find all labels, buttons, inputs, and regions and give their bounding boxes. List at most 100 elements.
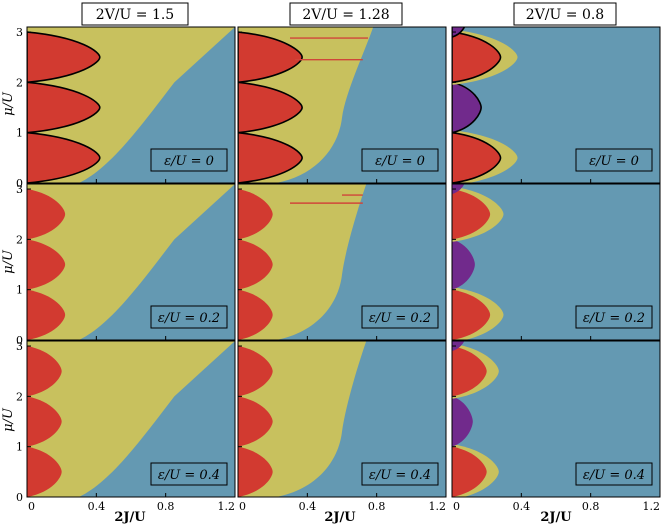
x-tick-label: 1.2 bbox=[643, 500, 661, 513]
epsilon-label: ε/U = 0.2 bbox=[369, 311, 431, 326]
red-lobe-2 bbox=[238, 396, 273, 447]
y-tick-label: 3 bbox=[16, 340, 23, 353]
epsilon-label: ε/U = 0.4 bbox=[583, 468, 645, 483]
yellow-region bbox=[27, 341, 235, 497]
red-lobe-3 bbox=[238, 31, 303, 84]
epsilon-label-box bbox=[361, 148, 439, 172]
epsilon-label: ε/U = 0.2 bbox=[583, 311, 645, 326]
x-axis-label-col-3: 2J/U bbox=[540, 510, 572, 525]
epsilon-label: ε/U = 0.4 bbox=[369, 468, 431, 483]
y-tick-label: 0 bbox=[16, 491, 23, 504]
y-tick-label: 2 bbox=[16, 390, 23, 403]
y-tick-label: 0 bbox=[16, 334, 23, 347]
red-lobe-1 bbox=[27, 446, 62, 497]
red-lobe-1 bbox=[238, 289, 273, 340]
epsilon-label-box bbox=[575, 148, 653, 172]
epsilon-label-box bbox=[361, 462, 439, 486]
x-tick-label: 0 bbox=[239, 500, 246, 513]
red-lobe-1 bbox=[238, 131, 303, 183]
red-lobe-2 bbox=[27, 81, 101, 134]
x-tick-label: 0.8 bbox=[582, 500, 600, 513]
y-tick-label: 3 bbox=[16, 26, 23, 39]
x-tick-label: 0.8 bbox=[157, 500, 175, 513]
x-tick-label: 0 bbox=[28, 500, 35, 513]
yellow-region bbox=[238, 341, 367, 497]
red-lobe-2 bbox=[27, 396, 62, 447]
y-tick-label: 1 bbox=[16, 441, 23, 454]
epsilon-label: ε/U = 0.4 bbox=[158, 468, 220, 483]
y-tick-label: 3 bbox=[16, 183, 23, 196]
x-tick-label: 0.4 bbox=[299, 500, 317, 513]
red-lobe-3 bbox=[27, 346, 62, 397]
red-lobe-2 bbox=[27, 239, 66, 290]
x-axis-label-col-2: 2J/U bbox=[324, 510, 356, 525]
panel-r2-c3: ε/U = 0.2 bbox=[451, 183, 661, 341]
x-tick-label: 0 bbox=[453, 500, 460, 513]
red-lobe-3 bbox=[238, 346, 273, 397]
red-lobe-1 bbox=[452, 446, 487, 497]
y-tick-label: 1 bbox=[16, 127, 23, 140]
x-tick-label: 1.2 bbox=[218, 500, 236, 513]
epsilon-label: ε/U = 0 bbox=[589, 154, 639, 169]
epsilon-label: ε/U = 0 bbox=[375, 154, 425, 169]
column-title-2-text: 2V/U = 1.28 bbox=[302, 7, 389, 23]
epsilon-label-box bbox=[150, 462, 228, 486]
epsilon-label: ε/U = 0 bbox=[164, 154, 214, 169]
purple-lobe-top bbox=[452, 341, 465, 352]
panel-r1-c3: ε/U = 0 bbox=[451, 26, 661, 184]
red-lobe-3 bbox=[452, 346, 487, 397]
x-tick-label: 0.4 bbox=[88, 500, 106, 513]
epsilon-label-box bbox=[361, 305, 439, 329]
purple-lobe-top bbox=[452, 27, 466, 38]
epsilon-label-box bbox=[150, 305, 228, 329]
panel-frame bbox=[237, 183, 447, 341]
panel-frame bbox=[451, 26, 661, 184]
red-lobe-3 bbox=[27, 31, 101, 84]
y-axis-label-row-1: μ/U bbox=[1, 91, 16, 116]
x-tick-label: 0.4 bbox=[513, 500, 531, 513]
purple-lobe-2 bbox=[452, 396, 473, 447]
epsilon-label-box bbox=[575, 305, 653, 329]
panel-frame bbox=[237, 340, 447, 498]
y-tick-label: 0 bbox=[16, 177, 23, 190]
x-axis-label-col-1: 2J/U bbox=[114, 510, 146, 525]
panels-grid: 0 1 2 3 ε/U = 0 ε/U = 0 ε/U = 0 0 1 2 3 ε/U = 0.2 ε/… bbox=[16, 26, 661, 513]
column-title-1-text: 2V/U = 1.5 bbox=[96, 7, 174, 23]
red-lobe-1 bbox=[27, 289, 66, 340]
purple-lobe-2 bbox=[452, 239, 475, 290]
red-lobe-1 bbox=[238, 446, 273, 497]
panel-r3-c1: 0 1 2 3 0 0.4 0.8 1.2 ε/U = 0.4 bbox=[16, 340, 236, 513]
column-title-3-text: 2V/U = 0.8 bbox=[526, 7, 604, 23]
red-lobe-1 bbox=[452, 289, 491, 340]
column-title-2: 2V/U = 1.28 bbox=[289, 2, 403, 26]
panel-r3-c2: 0 0.4 0.8 1.2 ε/U = 0.4 bbox=[237, 340, 447, 513]
red-lobe-2 bbox=[238, 81, 303, 134]
red-lobe-3 bbox=[238, 189, 273, 240]
yellow-region bbox=[27, 184, 235, 340]
panel-frame bbox=[26, 183, 236, 341]
x-tick-label: 1.2 bbox=[429, 500, 447, 513]
column-title-3: 2V/U = 0.8 bbox=[513, 2, 617, 26]
red-lobe-3 bbox=[452, 189, 491, 240]
y-tick-label: 1 bbox=[16, 284, 23, 297]
panel-frame bbox=[26, 340, 236, 498]
epsilon-label: ε/U = 0.2 bbox=[158, 311, 220, 326]
column-title-1: 2V/U = 1.5 bbox=[81, 2, 189, 26]
panel-r3-c3: 0 0.4 0.8 1.2 ε/U = 0.4 bbox=[451, 340, 661, 513]
epsilon-label-box bbox=[150, 148, 228, 172]
panel-frame bbox=[451, 183, 661, 341]
epsilon-label-box bbox=[575, 462, 653, 486]
panel-frame bbox=[26, 26, 236, 184]
yellow-region bbox=[238, 184, 367, 340]
y-axis-label-row-2: μ/U bbox=[1, 249, 16, 274]
panel-r1-c1: 0 1 2 3 ε/U = 0 bbox=[16, 26, 236, 190]
x-tick-label: 0.8 bbox=[368, 500, 386, 513]
y-axis-label-row-3: μ/U bbox=[1, 407, 16, 432]
red-lobe-2 bbox=[238, 239, 273, 290]
red-lobe-3 bbox=[452, 31, 502, 84]
panel-frame bbox=[237, 26, 447, 184]
purple-lobe-top bbox=[452, 184, 465, 195]
red-lobe-1 bbox=[27, 131, 101, 183]
panel-frame bbox=[451, 340, 661, 498]
